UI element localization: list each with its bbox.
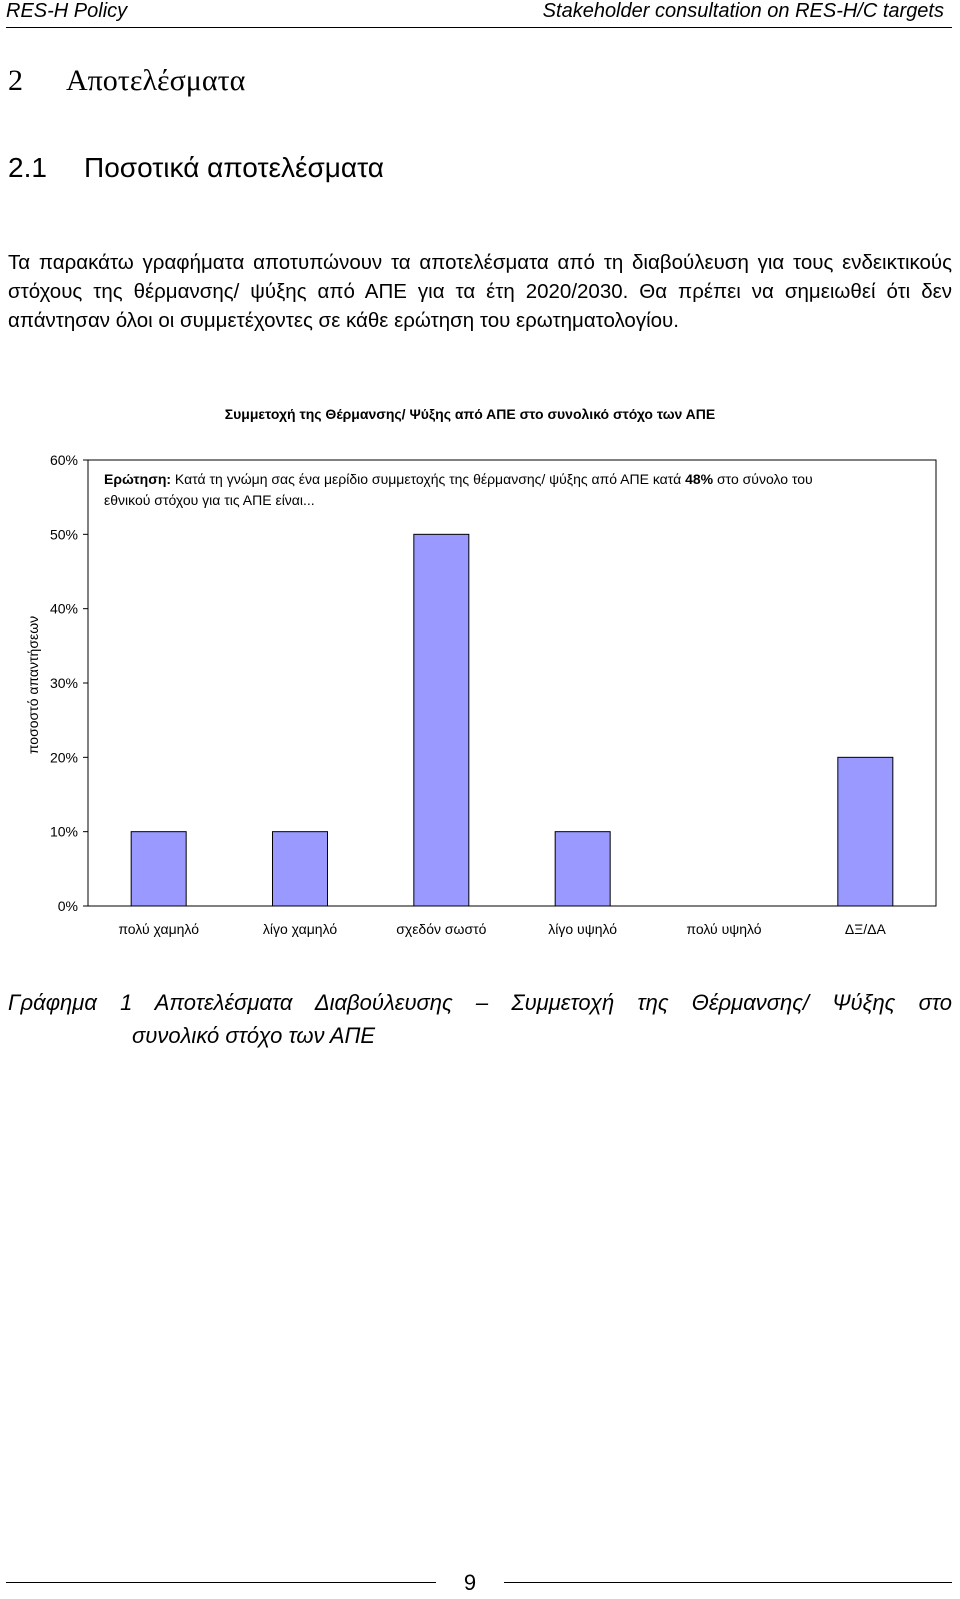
- y-axis-label: ποσοστό απαντήσεων: [25, 616, 41, 754]
- footer-divider-right: [504, 1582, 952, 1583]
- question-highlight: 48%: [685, 471, 714, 487]
- bar: [130, 831, 187, 907]
- bar-chart: Συμμετοχή της Θέρμανσης/ Ψύξης από ΑΠΕ σ…: [25, 406, 937, 937]
- bars: [130, 533, 894, 907]
- bar: [837, 756, 894, 907]
- x-axis-ticks: πολύ χαμηλό λίγο χαμηλό σχεδόν σωστό λίγο υ…: [118, 921, 886, 937]
- x-tick-label: σχεδόν σωστό: [396, 921, 486, 937]
- question-text-before: Κατά τη γνώμη σας ένα μερίδιο συμμετοχής…: [171, 471, 685, 487]
- y-axis-ticks: 0% 10% 20% 30% 40% 50% 60%: [50, 452, 88, 914]
- x-tick-label: λίγο χαμηλό: [263, 921, 337, 937]
- bar: [554, 831, 611, 907]
- plot-frame: [87, 459, 937, 907]
- subsection-number: 2.1: [8, 152, 47, 183]
- x-tick-label: πολύ χαμηλό: [118, 921, 199, 937]
- caption-line-2: συνολικό στόχο των ΑΠΕ: [132, 1023, 376, 1048]
- y-tick-label: 10%: [50, 824, 78, 840]
- question-label: Ερώτηση:: [104, 471, 171, 487]
- header-divider: [6, 27, 952, 28]
- bar: [272, 831, 328, 907]
- x-tick-label: λίγο υψηλό: [548, 921, 617, 937]
- header-left: RES-H Policy: [6, 0, 128, 22]
- caption-line-1: Γράφημα 1 Αποτελέσματα Διαβούλευσης – Συ…: [8, 990, 952, 1015]
- y-tick-label: 40%: [50, 601, 78, 617]
- section-number: 2: [8, 64, 23, 97]
- y-tick-label: 0%: [58, 898, 78, 914]
- question-annotation: Ερώτηση: Κατά τη γνώμη σας ένα μερίδιο σ…: [104, 471, 817, 508]
- x-tick-label: ΔΞ/ΔΑ: [845, 921, 887, 937]
- header-right: Stakeholder consultation on RES-H/C targ…: [542, 0, 944, 22]
- y-tick-label: 30%: [50, 675, 78, 691]
- y-tick-label: 60%: [50, 452, 78, 468]
- subsection-heading: 2.1 Ποσοτικά αποτελέσματα: [8, 152, 384, 184]
- y-tick-label: 20%: [50, 749, 78, 765]
- question-text-after: στο σύνολο του: [713, 471, 813, 487]
- x-tick-label: πολύ υψηλό: [686, 921, 761, 937]
- intro-paragraph: Τα παρακάτω γραφήματα αποτυπώνουν τα απο…: [8, 251, 952, 332]
- section-heading: 2 Αποτελέσματα: [8, 64, 245, 98]
- chart-title: Συμμετοχή της Θέρμανσης/ Ψύξης από ΑΠΕ σ…: [225, 406, 716, 422]
- figure-caption: Γράφημα 1 Αποτελέσματα Διαβούλευσης – Συ…: [8, 986, 952, 1052]
- bar: [413, 533, 470, 907]
- subsection-title: Ποσοτικά αποτελέσματα: [84, 152, 384, 183]
- y-tick-label: 50%: [50, 526, 78, 542]
- question-text-after-continued: εθνικού στόχου για τις ΑΠΕ είναι...: [104, 492, 315, 508]
- footer-divider-left: [6, 1582, 436, 1583]
- section-title: Αποτελέσματα: [66, 64, 246, 97]
- page-number: 9: [463, 1570, 477, 1595]
